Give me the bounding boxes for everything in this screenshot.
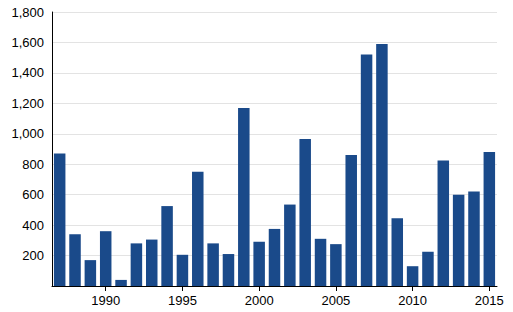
svg-text:2005: 2005 (321, 293, 350, 308)
svg-text:2000: 2000 (245, 293, 274, 308)
svg-text:2015: 2015 (475, 293, 504, 308)
svg-text:200: 200 (22, 248, 44, 263)
svg-text:1,000: 1,000 (11, 126, 44, 141)
svg-text:1995: 1995 (168, 293, 197, 308)
svg-text:1,800: 1,800 (11, 5, 44, 20)
svg-text:800: 800 (22, 157, 44, 172)
svg-text:1990: 1990 (91, 293, 120, 308)
svg-text:400: 400 (22, 218, 44, 233)
svg-text:1,600: 1,600 (11, 35, 44, 50)
svg-text:1,400: 1,400 (11, 65, 44, 80)
svg-text:1,200: 1,200 (11, 96, 44, 111)
svg-text:2010: 2010 (398, 293, 427, 308)
svg-text:600: 600 (22, 187, 44, 202)
